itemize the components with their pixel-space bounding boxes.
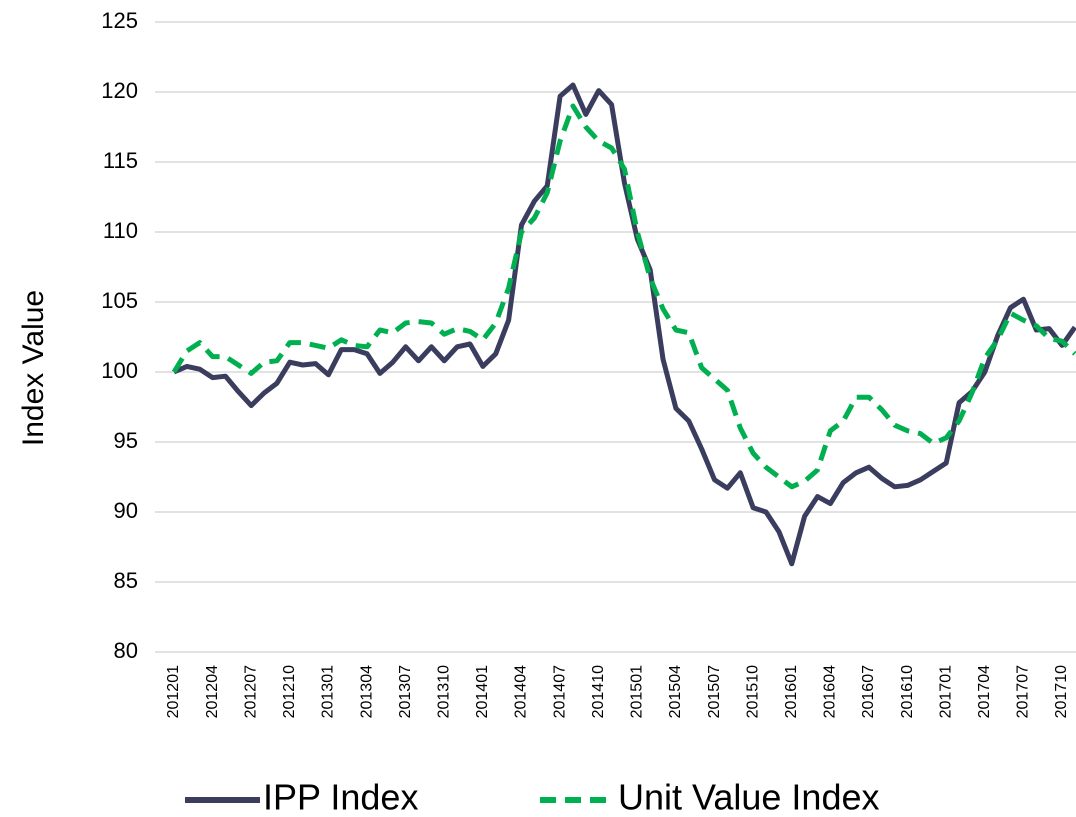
x-tick-label: 201701 — [937, 665, 954, 718]
x-tick-label: 201604 — [822, 665, 839, 718]
x-tick-label: 201607 — [860, 665, 877, 718]
y-tick-label: 125 — [101, 8, 138, 33]
y-tick-label: 85 — [114, 568, 138, 593]
y-tick-label: 115 — [103, 148, 138, 173]
line-series — [171, 103, 1076, 490]
y-tick-label: 80 — [114, 638, 138, 663]
y-tick-label: 90 — [114, 498, 138, 523]
y-tick-label: 95 — [114, 428, 138, 453]
y-axis-label: Index Value — [17, 290, 50, 446]
y-tick-label: 110 — [103, 218, 138, 243]
x-tick-label: 201207 — [242, 665, 259, 718]
x-tick-label: 201307 — [397, 665, 414, 718]
x-tick-label: 201401 — [474, 665, 491, 718]
x-tick-label: 201304 — [358, 665, 375, 718]
x-tick-label: 201204 — [204, 665, 221, 718]
legend-label: Unit Value Index — [618, 777, 880, 817]
legend-label: IPP Index — [263, 777, 418, 817]
y-tick-label: 100 — [101, 358, 138, 383]
x-tick-label: 201601 — [783, 665, 800, 718]
x-tick-label: 201710 — [1053, 665, 1070, 718]
x-tick-label: 201510 — [744, 665, 761, 718]
x-tick-label: 201610 — [899, 665, 916, 718]
x-tick-label: 201210 — [281, 665, 298, 718]
x-tick-label: 201404 — [513, 665, 530, 718]
x-tick-label: 201504 — [667, 665, 684, 718]
x-tick-label: 201501 — [629, 665, 646, 718]
y-tick-label: 105 — [101, 288, 138, 313]
x-tick-label: 201704 — [976, 665, 993, 718]
line-series — [173, 82, 1076, 567]
y-tick-label: 120 — [101, 78, 138, 103]
x-tick-label: 201201 — [165, 665, 182, 718]
x-tick-label: 201410 — [590, 665, 607, 718]
x-tick-label: 201301 — [320, 665, 337, 718]
x-tick-label: 201707 — [1015, 665, 1032, 718]
x-tick-label: 201407 — [551, 665, 568, 718]
x-tick-label: 201507 — [706, 665, 723, 718]
x-tick-label: 201310 — [435, 665, 452, 718]
